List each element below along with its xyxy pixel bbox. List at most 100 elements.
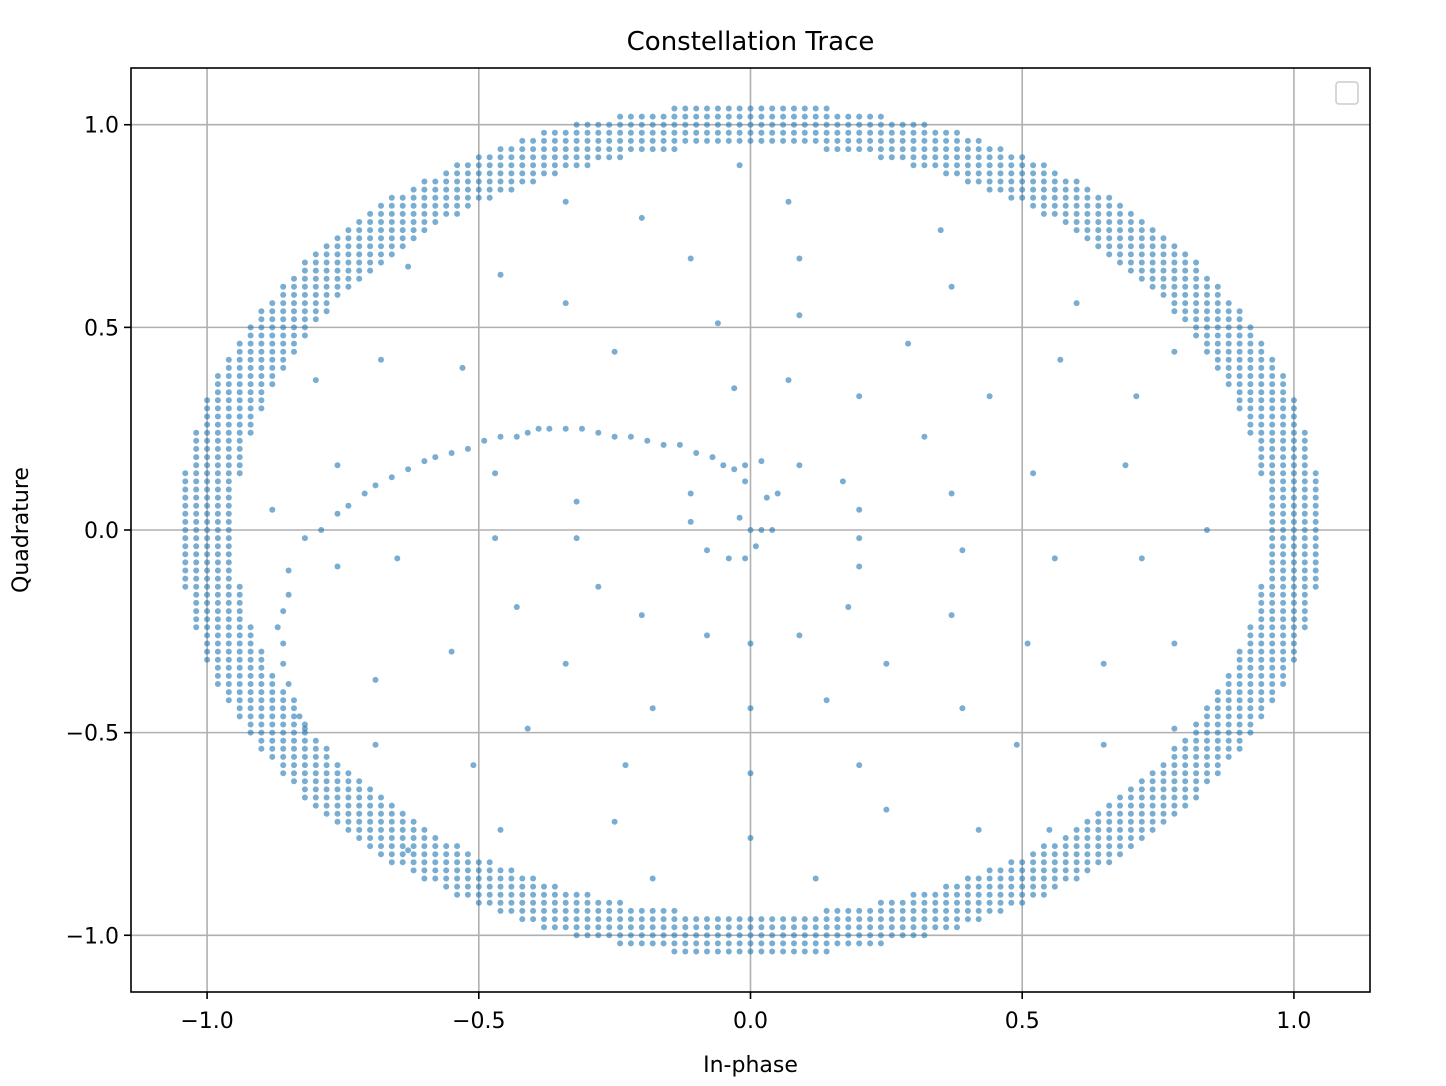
- data-point: [1280, 502, 1287, 509]
- data-point: [649, 940, 656, 947]
- data-point: [1171, 259, 1178, 266]
- data-point: [562, 137, 569, 144]
- data-point: [1247, 681, 1254, 687]
- data-point: [204, 640, 211, 647]
- data-point: [1280, 648, 1287, 655]
- data-point: [1312, 510, 1319, 517]
- data-point: [247, 697, 254, 704]
- data-point: [785, 377, 792, 384]
- data-point: [1269, 437, 1276, 444]
- data-point: [214, 551, 221, 558]
- data-point: [823, 146, 830, 153]
- data-point: [1225, 308, 1232, 315]
- data-point: [497, 146, 504, 153]
- data-point: [877, 113, 884, 120]
- data-point: [1290, 470, 1297, 477]
- data-point: [247, 721, 254, 728]
- data-point: [856, 907, 863, 914]
- data-point: [704, 924, 710, 931]
- data-point: [682, 940, 689, 947]
- x-axis-title: In-phase: [703, 1053, 798, 1078]
- data-point: [638, 612, 645, 619]
- data-point: [1160, 818, 1167, 825]
- data-point: [225, 567, 232, 574]
- data-point: [1171, 283, 1178, 290]
- data-point: [736, 105, 743, 112]
- data-point: [225, 583, 232, 590]
- data-point: [877, 924, 884, 931]
- data-point: [323, 794, 330, 801]
- data-point: [258, 648, 265, 655]
- data-point: [845, 113, 852, 120]
- data-point: [214, 624, 221, 631]
- data-point: [225, 664, 232, 671]
- data-point: [1290, 502, 1297, 509]
- data-point: [1258, 454, 1265, 461]
- data-point: [682, 948, 689, 955]
- data-point: [214, 632, 221, 639]
- data-point: [649, 924, 656, 931]
- data-point: [454, 170, 461, 177]
- data-point: [214, 664, 221, 671]
- data-point: [1280, 608, 1287, 615]
- data-point: [519, 907, 526, 914]
- data-point: [193, 518, 200, 525]
- data-point: [1269, 470, 1276, 477]
- data-point: [280, 348, 287, 355]
- data-point: [1106, 859, 1113, 866]
- data-point: [1019, 867, 1026, 874]
- data-point: [443, 843, 450, 850]
- data-point: [997, 170, 1004, 177]
- data-point: [530, 916, 537, 923]
- data-point: [464, 867, 471, 874]
- data-point: [361, 490, 368, 497]
- data-point: [356, 786, 363, 793]
- data-point: [464, 186, 471, 193]
- data-point: [475, 194, 482, 201]
- data-point: [1117, 843, 1123, 850]
- data-point: [932, 146, 939, 153]
- data-point: [1280, 543, 1287, 550]
- data-point: [291, 778, 297, 785]
- data-point: [247, 413, 254, 420]
- data-point: [1138, 275, 1145, 282]
- data-point: [1030, 851, 1037, 858]
- data-point: [573, 129, 580, 136]
- data-point: [182, 478, 189, 485]
- data-point: [367, 818, 374, 825]
- data-point: [1062, 219, 1069, 225]
- data-point: [1247, 405, 1254, 412]
- data-point: [372, 676, 379, 683]
- data-point: [470, 762, 477, 769]
- data-point: [432, 859, 439, 866]
- data-point: [214, 559, 221, 566]
- data-point: [541, 162, 547, 169]
- data-point: [1062, 843, 1069, 850]
- data-point: [948, 490, 955, 497]
- data-point: [714, 320, 721, 327]
- data-point: [888, 916, 895, 923]
- data-point: [1106, 210, 1113, 217]
- data-point: [1095, 810, 1102, 817]
- data-point: [486, 186, 493, 193]
- data-point: [204, 648, 211, 655]
- data-point: [551, 154, 558, 161]
- data-point: [943, 170, 950, 177]
- data-point: [1258, 608, 1265, 615]
- data-point: [399, 818, 406, 825]
- data-point: [1247, 364, 1254, 371]
- data-point: [1062, 867, 1069, 874]
- data-point: [769, 948, 776, 955]
- data-point: [638, 129, 645, 136]
- data-point: [714, 948, 721, 955]
- data-point: [519, 891, 526, 898]
- data-point: [954, 162, 960, 169]
- data-point: [323, 283, 330, 290]
- data-point: [285, 567, 292, 574]
- data-point: [214, 591, 221, 598]
- data-point: [1258, 599, 1265, 606]
- data-point: [1204, 316, 1210, 323]
- data-point: [1160, 794, 1167, 801]
- data-point: [508, 186, 515, 193]
- data-point: [1051, 843, 1058, 850]
